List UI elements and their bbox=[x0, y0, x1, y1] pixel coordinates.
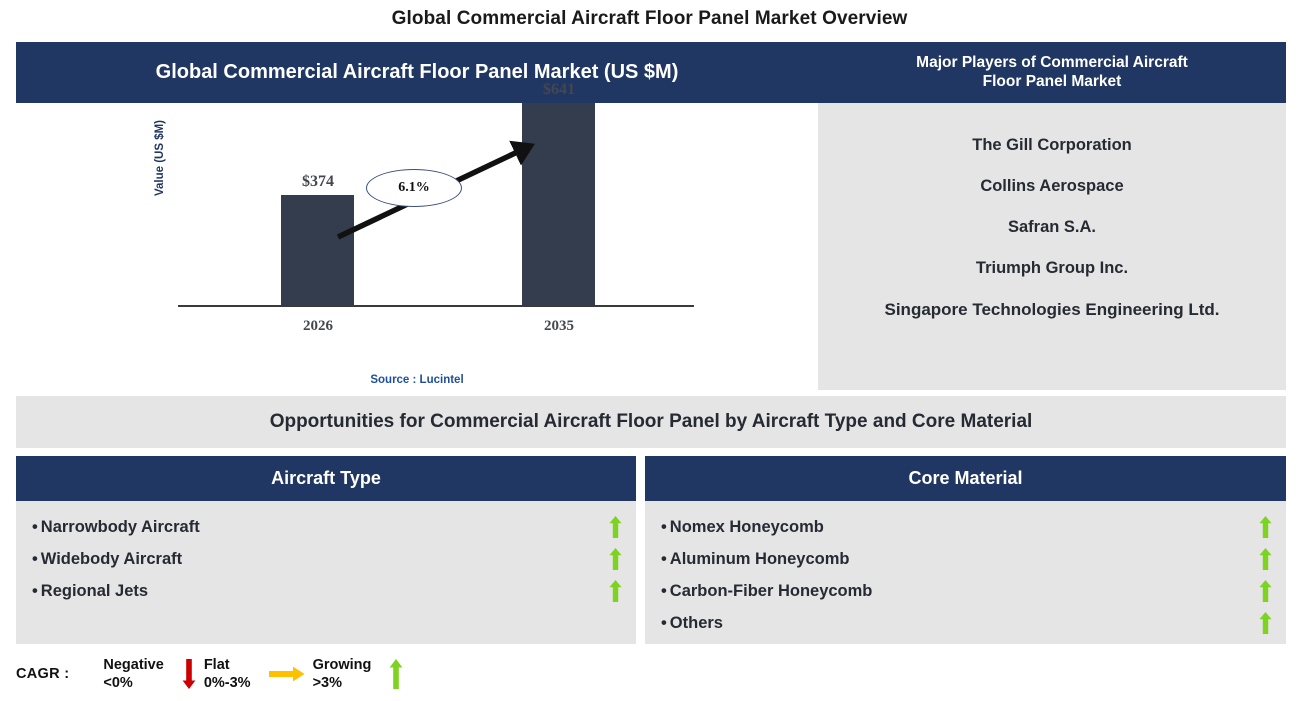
chart-header-title: Global Commercial Aircraft Floor Panel M… bbox=[16, 42, 818, 103]
segment-item-text: Narrowbody Aircraft bbox=[40, 517, 200, 536]
arrow-up-green-icon bbox=[609, 580, 622, 602]
bar-2035 bbox=[522, 103, 595, 305]
arrow-up-green-icon bbox=[609, 548, 622, 570]
list-item: Triumph Group Inc. bbox=[975, 259, 1129, 277]
major-players-header-line1: Major Players of Commercial Aircraft bbox=[916, 53, 1188, 71]
segment-item-text: Aluminum Honeycomb bbox=[669, 549, 850, 568]
chart-bars-container: $374 $641 2026 2035 6.1% bbox=[178, 81, 694, 347]
arrow-up-green-icon bbox=[389, 659, 403, 689]
legend-entry-growing: Growing >3% bbox=[313, 656, 372, 692]
list-item: • Carbon-Fiber Honeycomb bbox=[645, 575, 1286, 607]
list-item: • Others bbox=[645, 607, 1286, 639]
segment-header-aircraft-type: Aircraft Type bbox=[16, 456, 636, 501]
major-players-card: Major Players of Commercial Aircraft Flo… bbox=[818, 42, 1286, 390]
segment-header-core-material: Core Material bbox=[645, 456, 1286, 501]
bar-value-2035: $641 bbox=[543, 81, 575, 98]
list-item: • Nomex Honeycomb bbox=[645, 511, 1286, 543]
segment-item-text: Regional Jets bbox=[40, 581, 149, 600]
chart-x-axis-line bbox=[178, 305, 694, 307]
x-tick-2035: 2035 bbox=[544, 318, 574, 334]
segment-item-label: • Regional Jets bbox=[32, 582, 148, 601]
legend-entry-negative-name: Negative bbox=[103, 656, 164, 673]
arrow-up-green-icon bbox=[1259, 612, 1272, 634]
market-chart-card: Global Commercial Aircraft Floor Panel M… bbox=[16, 42, 818, 390]
chart-y-axis-label: Value (US $M) bbox=[154, 119, 166, 197]
bullet-glyph: • bbox=[661, 613, 667, 632]
arrow-right-yellow-icon bbox=[268, 666, 305, 682]
bullet-glyph: • bbox=[32, 549, 38, 568]
segment-item-text: Nomex Honeycomb bbox=[669, 517, 824, 536]
list-item: • Widebody Aircraft bbox=[16, 543, 636, 575]
legend-entry-negative: Negative <0% bbox=[103, 656, 163, 692]
chart-plot-area: Value (US $M) $374 $641 2026 2035 6.1% S… bbox=[16, 81, 818, 390]
x-tick-2026: 2026 bbox=[303, 318, 333, 334]
list-item: Safran S.A. bbox=[1007, 218, 1097, 236]
bullet-glyph: • bbox=[661, 517, 667, 536]
arrow-up-green-icon bbox=[1259, 516, 1272, 538]
list-item: • Regional Jets bbox=[16, 575, 636, 607]
arrow-down-red-icon bbox=[182, 659, 196, 689]
segment-item-text: Carbon-Fiber Honeycomb bbox=[669, 581, 873, 600]
major-players-header: Major Players of Commercial Aircraft Flo… bbox=[818, 42, 1286, 103]
arrow-up-green-icon bbox=[1259, 548, 1272, 570]
opportunities-banner: Opportunities for Commercial Aircraft Fl… bbox=[16, 396, 1286, 448]
segment-list-core-material: • Nomex Honeycomb • Aluminum Honeycomb • Ca… bbox=[645, 501, 1286, 639]
legend-entry-flat-range: 0%-3% bbox=[203, 675, 251, 691]
cagr-callout: 6.1% bbox=[366, 169, 462, 207]
segment-card-aircraft-type: Aircraft Type • Narrowbody Aircraft • Wide… bbox=[16, 456, 636, 644]
bullet-glyph: • bbox=[32, 581, 38, 600]
major-players-header-line2: Floor Panel Market bbox=[982, 72, 1122, 90]
legend-entry-negative-range: <0% bbox=[103, 675, 133, 691]
major-players-header-text: Major Players of Commercial Aircraft Flo… bbox=[916, 54, 1188, 92]
segment-item-label: • Others bbox=[661, 614, 723, 633]
bar-2026 bbox=[281, 195, 354, 305]
bullet-glyph: • bbox=[661, 581, 667, 600]
list-item: Singapore Technologies Engineering Ltd. bbox=[884, 300, 1220, 319]
cagr-legend-label: CAGR : bbox=[16, 666, 70, 682]
segment-item-label: • Narrowbody Aircraft bbox=[32, 518, 200, 537]
legend-entry-flat: Flat 0%-3% bbox=[204, 656, 251, 692]
arrow-up-green-icon bbox=[1259, 580, 1272, 602]
arrow-up-green-icon bbox=[609, 516, 622, 538]
segment-card-core-material: Core Material • Nomex Honeycomb • Aluminum… bbox=[645, 456, 1286, 644]
bullet-glyph: • bbox=[32, 517, 38, 536]
list-item: Collins Aerospace bbox=[980, 177, 1124, 195]
segment-item-text: Widebody Aircraft bbox=[40, 549, 183, 568]
list-item: • Aluminum Honeycomb bbox=[645, 543, 1286, 575]
page-title: Global Commercial Aircraft Floor Panel M… bbox=[391, 8, 908, 29]
list-item: The Gill Corporation bbox=[972, 136, 1132, 154]
legend-entry-growing-name: Growing bbox=[312, 656, 372, 673]
segment-item-label: • Nomex Honeycomb bbox=[661, 518, 824, 537]
growth-arrow-icon bbox=[336, 140, 535, 240]
bar-value-2026: $374 bbox=[302, 173, 334, 190]
chart-source-label: Source : Lucintel bbox=[370, 374, 464, 386]
segment-list-aircraft-type: • Narrowbody Aircraft • Widebody Aircraft … bbox=[16, 501, 636, 607]
list-item: • Narrowbody Aircraft bbox=[16, 511, 636, 543]
cagr-legend: CAGR : Negative <0% Flat 0%-3% Growing >… bbox=[16, 652, 411, 696]
segment-item-label: • Widebody Aircraft bbox=[32, 550, 182, 569]
segment-item-label: • Carbon-Fiber Honeycomb bbox=[661, 582, 872, 601]
legend-entry-growing-range: >3% bbox=[312, 675, 342, 691]
legend-entry-flat-name: Flat bbox=[203, 656, 230, 673]
segment-item-text: Others bbox=[669, 613, 723, 632]
segment-item-label: • Aluminum Honeycomb bbox=[661, 550, 849, 569]
major-players-list: The Gill Corporation Collins Aerospace S… bbox=[818, 103, 1286, 390]
bullet-glyph: • bbox=[661, 549, 667, 568]
